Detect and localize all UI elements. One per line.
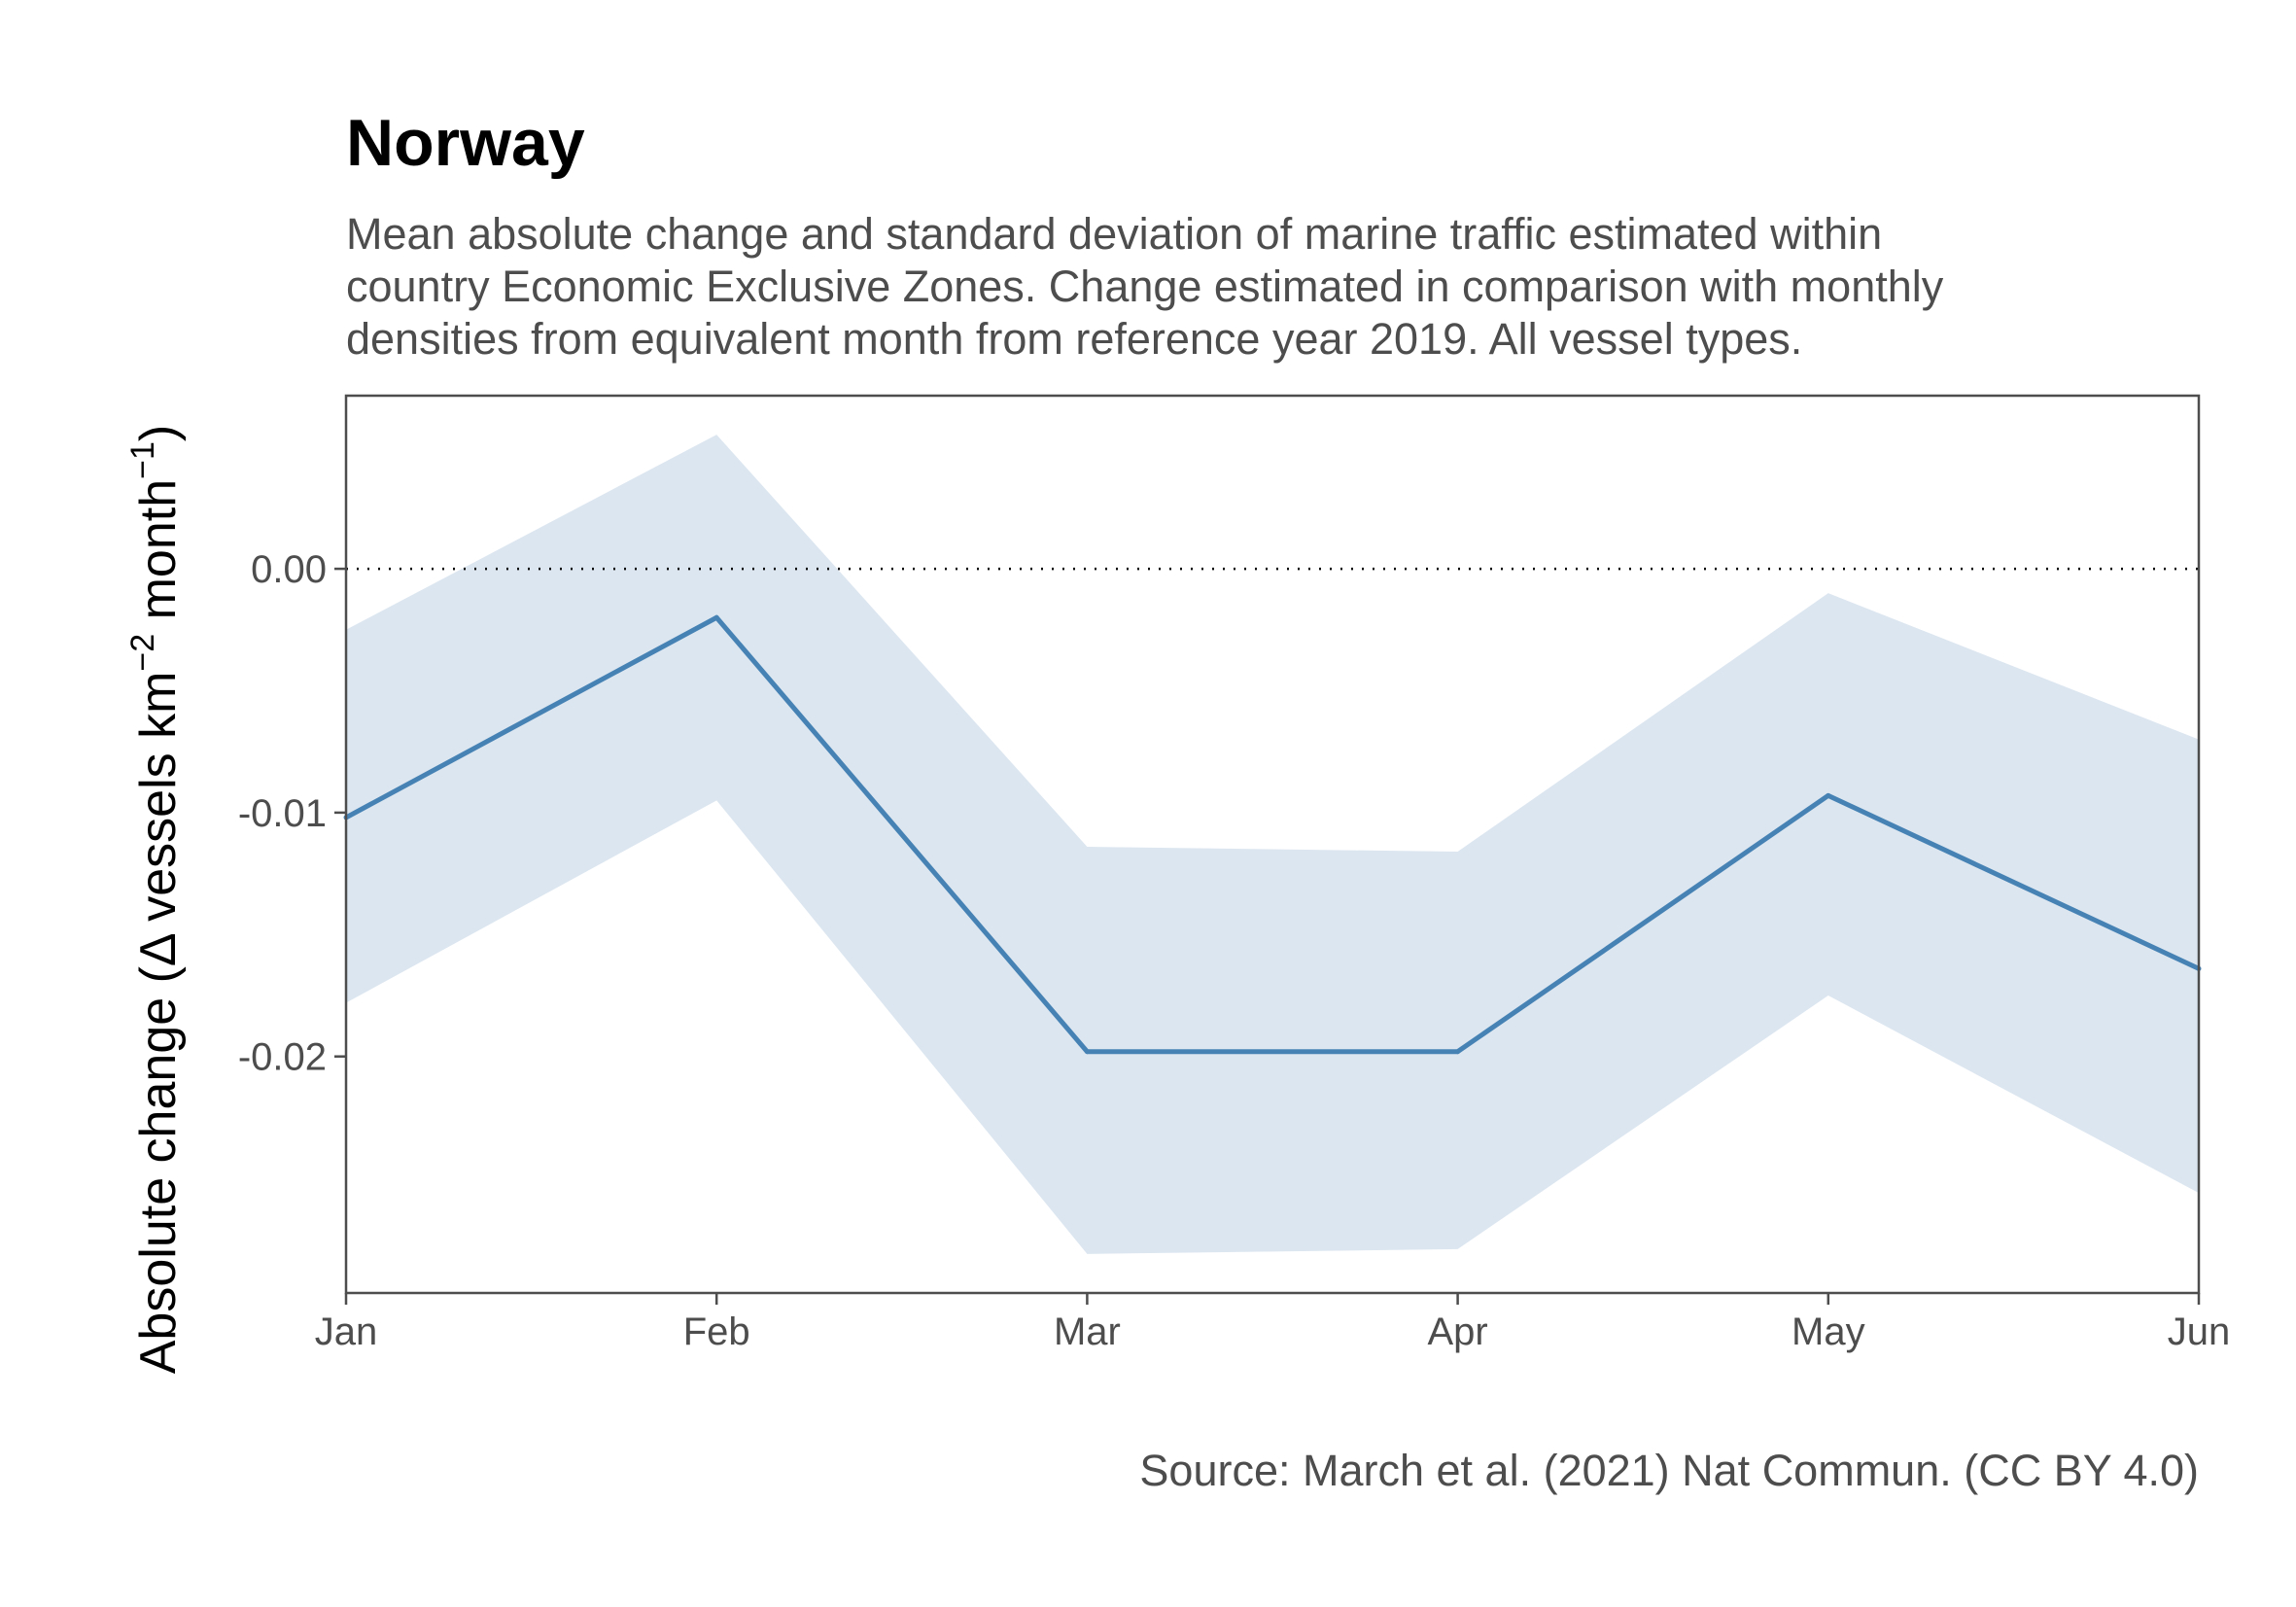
plot-area: [343, 394, 2202, 1295]
chart-subtitle-line-2: country Economic Exclusive Zones. Change…: [346, 262, 1944, 311]
plot-frame: [344, 394, 2201, 1295]
y-tick-label: 0.00: [251, 548, 327, 591]
y-axis-title-prefix: Absolute change (: [130, 965, 187, 1374]
x-tick-label-mar: Mar: [1054, 1310, 1121, 1353]
data-point-may: [1826, 792, 1831, 798]
delta-symbol: Δ: [130, 933, 187, 966]
y-axis-title-close: ): [130, 425, 187, 441]
x-tick-label-feb: Feb: [683, 1310, 750, 1353]
x-tick-label-jun: Jun: [2168, 1310, 2231, 1353]
y-tick-label: -0.02: [238, 1036, 327, 1079]
y-axis-title-exponent-2: −1: [124, 441, 161, 479]
x-tick-label-jan: Jan: [315, 1310, 378, 1353]
chart-caption: Source: March et al. (2021) Nat Commun. …: [1139, 1446, 2199, 1495]
y-axis: 0.00 -0.01 -0.02: [238, 548, 346, 1079]
y-tick-label: -0.01: [238, 792, 327, 835]
x-tick-label-apr: Apr: [1427, 1310, 1487, 1353]
chart-title: Norway: [346, 106, 585, 180]
data-point-feb: [713, 614, 719, 620]
band-layer: [346, 435, 2199, 1254]
x-tick-label-may: May: [1792, 1310, 1865, 1353]
y-axis-title-units: vessels km: [130, 672, 187, 936]
x-axis: Jan Feb Mar Apr May Jun: [315, 1293, 2231, 1353]
chart-subtitle-line-1: Mean absolute change and standard deviat…: [346, 209, 1882, 259]
y-axis-title-month: month: [130, 479, 187, 634]
mean-change-line: [344, 614, 2201, 1055]
chart-subtitle-line-3: densities from equivalent month from ref…: [346, 314, 1802, 364]
y-axis-title-exponent-1: −2: [124, 634, 161, 672]
data-point-apr: [1455, 1049, 1461, 1055]
data-point-mar: [1084, 1049, 1090, 1055]
y-axis-title: Absolute change (Δ vessels km−2 month−1): [124, 425, 187, 1375]
sd-band: [346, 435, 2199, 1254]
